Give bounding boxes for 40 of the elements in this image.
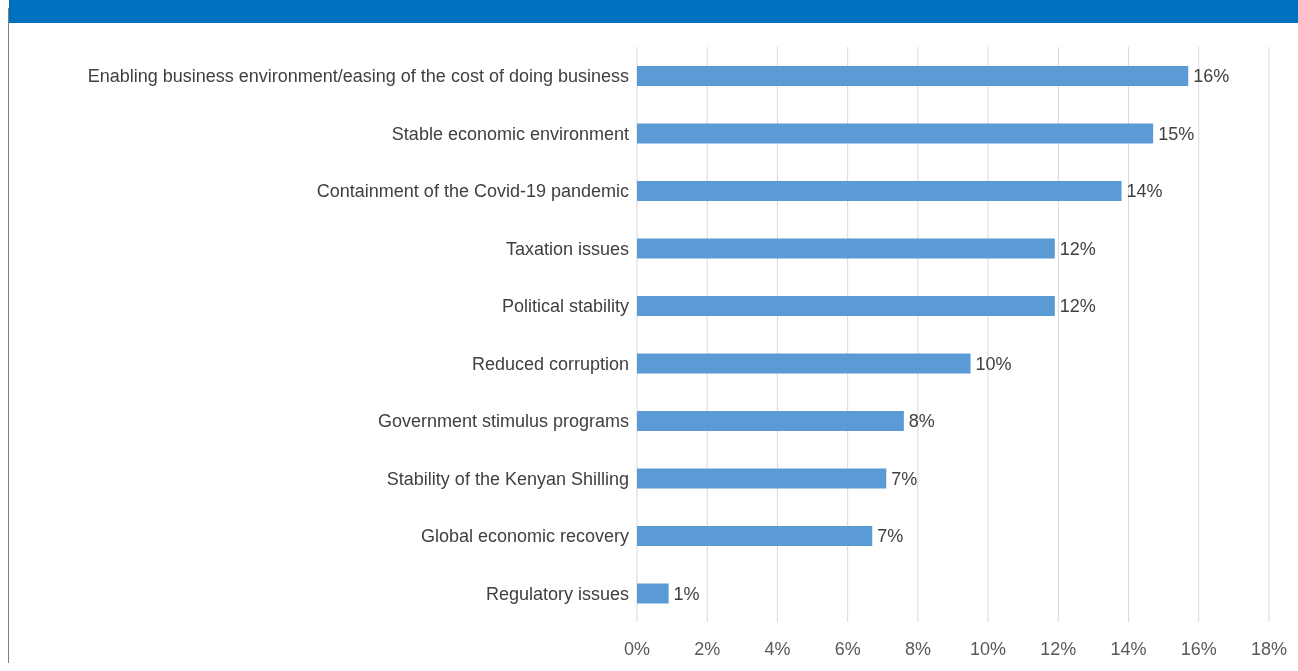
data-label: 15% bbox=[1158, 123, 1195, 144]
x-tick-label: 10% bbox=[970, 638, 1007, 659]
y-tick-label: Stability of the Kenyan Shilling bbox=[386, 468, 629, 489]
y-tick-label: Enabling business environment/easing of the cost of doing business bbox=[87, 66, 629, 87]
y-tick-label: Global economic recovery bbox=[420, 526, 629, 547]
data-label: 8% bbox=[908, 411, 935, 432]
x-tick-label: 18% bbox=[1250, 638, 1288, 659]
data-label: 12% bbox=[1059, 238, 1096, 259]
x-tick-label: 12% bbox=[1040, 638, 1077, 659]
bar bbox=[637, 583, 669, 604]
x-tick-label: 6% bbox=[834, 638, 861, 659]
bar bbox=[637, 123, 1154, 144]
bar bbox=[637, 66, 1189, 86]
bar bbox=[637, 526, 873, 546]
x-tick-label: 8% bbox=[904, 638, 931, 659]
y-tick-label: Containment of the Covid-19 pandemic bbox=[316, 181, 629, 202]
y-tick-label: Reduced corruption bbox=[471, 353, 629, 374]
bar bbox=[637, 353, 971, 374]
data-label: 14% bbox=[1126, 181, 1163, 202]
data-label: 10% bbox=[975, 353, 1012, 374]
bar bbox=[637, 181, 1122, 201]
bar bbox=[637, 411, 904, 431]
bar bbox=[637, 238, 1055, 259]
y-tick-label: Regulatory issues bbox=[485, 583, 629, 604]
y-tick-label: Government stimulus programs bbox=[377, 411, 629, 432]
bar bbox=[637, 468, 887, 489]
x-tick-label: 16% bbox=[1180, 638, 1217, 659]
data-label: 16% bbox=[1193, 66, 1230, 87]
x-tick-label: 2% bbox=[694, 638, 721, 659]
x-tick-label: 4% bbox=[764, 638, 791, 659]
y-tick-label: Political stability bbox=[501, 296, 629, 317]
y-tick-label: Stable economic environment bbox=[391, 123, 629, 144]
bar bbox=[637, 296, 1055, 316]
x-tick-label: 14% bbox=[1110, 638, 1147, 659]
y-tick-label: Taxation issues bbox=[505, 238, 629, 259]
data-label: 7% bbox=[877, 526, 904, 547]
x-tick-label: 0% bbox=[623, 638, 651, 659]
data-label: 7% bbox=[891, 468, 918, 489]
data-label: 1% bbox=[673, 583, 700, 604]
data-label: 12% bbox=[1059, 296, 1096, 317]
